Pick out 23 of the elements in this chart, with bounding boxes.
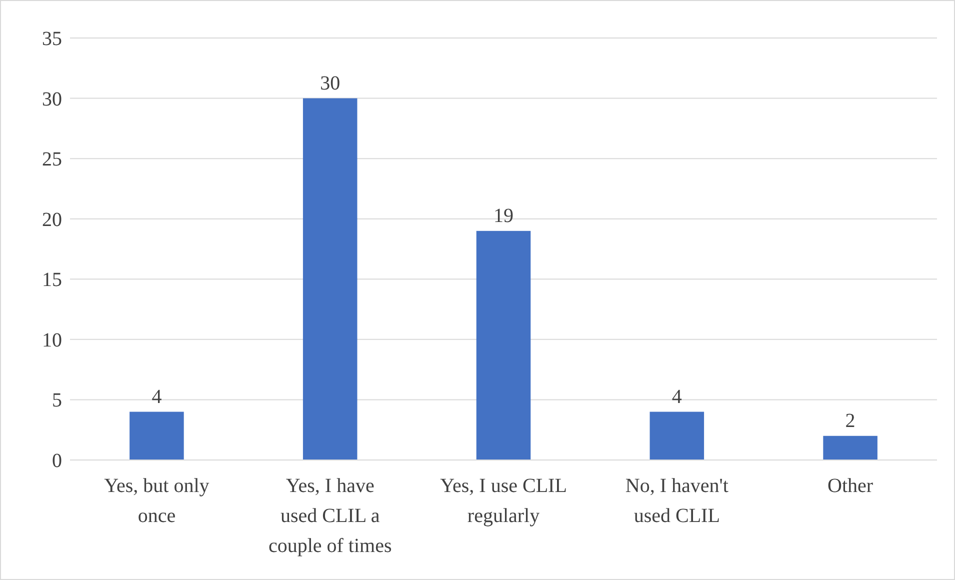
- y-tick-label: 20: [42, 208, 62, 231]
- data-label: 19: [494, 204, 514, 227]
- x-tick-label: Other: [828, 475, 874, 497]
- bar: [476, 230, 531, 460]
- bar: [650, 412, 704, 460]
- y-tick-label: 10: [42, 329, 62, 352]
- bar: [302, 98, 358, 460]
- x-tick-label: Yes, I use CLIL regularly: [440, 475, 567, 527]
- bar: [823, 436, 878, 460]
- y-tick-label: 35: [42, 28, 62, 50]
- data-label: 4: [672, 386, 682, 408]
- x-tick-label: Yes, I have used CLIL a couple of times: [268, 475, 392, 557]
- y-tick-label: 5: [52, 390, 62, 412]
- data-label: 2: [845, 410, 856, 432]
- bar: [130, 412, 184, 460]
- data-label: 4: [152, 386, 162, 408]
- y-tick-label: 30: [42, 88, 62, 110]
- data-label: 30: [320, 72, 340, 94]
- y-tick-label: 0: [52, 450, 62, 472]
- x-tick-label: Yes, but only once: [104, 475, 210, 527]
- x-tick-label: No, I haven't used CLIL: [625, 475, 729, 527]
- y-tick-label: 15: [42, 269, 62, 292]
- y-tick-label: 25: [42, 148, 62, 171]
